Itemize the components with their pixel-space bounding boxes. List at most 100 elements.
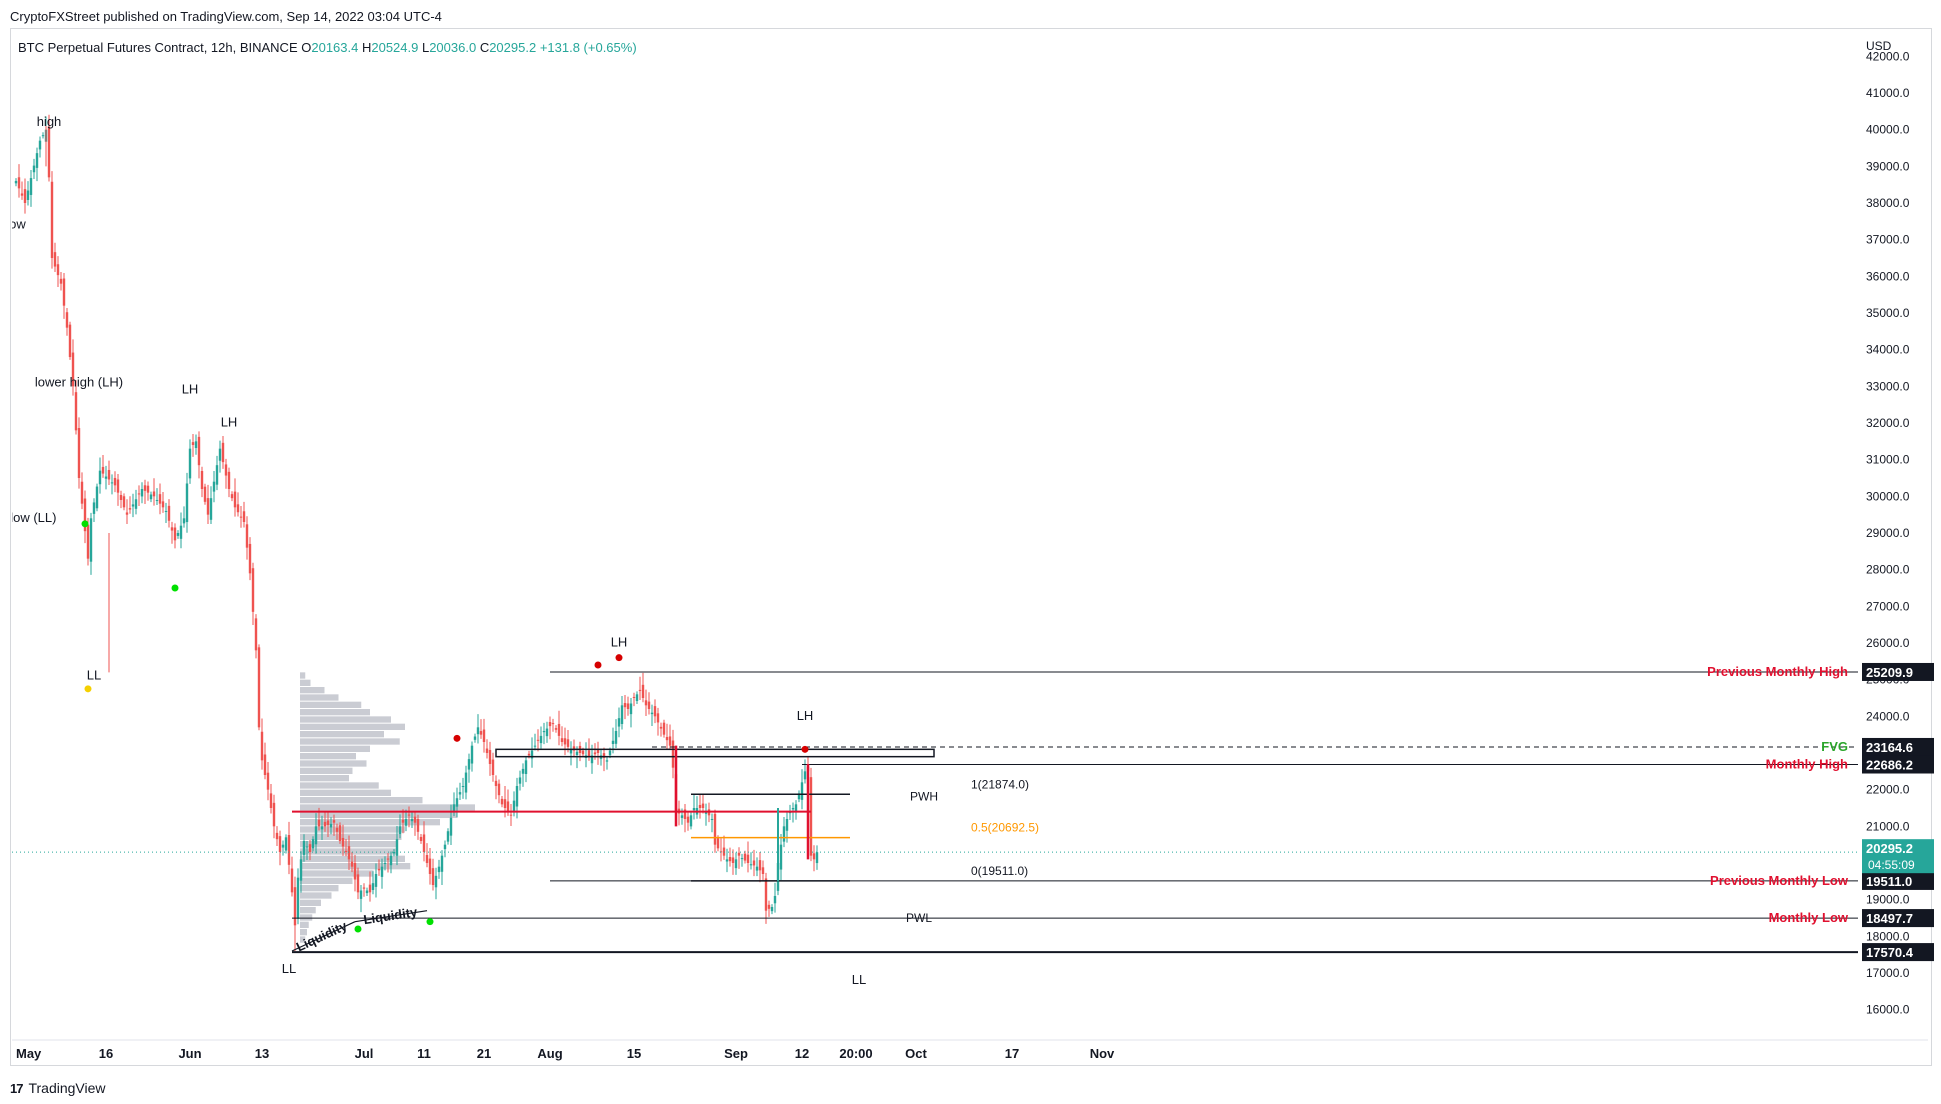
candle-body bbox=[734, 859, 738, 869]
candle-body bbox=[515, 786, 519, 807]
candle-body bbox=[518, 777, 522, 784]
footer-brand[interactable]: TradingView bbox=[28, 1080, 106, 1096]
candle-body bbox=[29, 178, 33, 195]
structure-label: LL bbox=[87, 668, 101, 683]
liquidity-trendline bbox=[291, 921, 356, 952]
monthly-high-label: Monthly High bbox=[1766, 757, 1848, 772]
candle-body bbox=[467, 759, 471, 770]
fib-label: 0.5(20692.5) bbox=[971, 821, 1039, 835]
candle-body bbox=[686, 816, 690, 823]
candle-body bbox=[173, 527, 177, 541]
volume-profile-bar bbox=[300, 687, 325, 694]
candle-body bbox=[662, 722, 666, 735]
previous-monthly-high-label: Previous Monthly High bbox=[1707, 664, 1848, 679]
candle-body bbox=[236, 504, 240, 513]
candle-body bbox=[722, 847, 726, 856]
candle-body bbox=[266, 772, 270, 790]
candle-body bbox=[251, 568, 255, 612]
candle-body bbox=[305, 846, 309, 848]
volume-profile-bar bbox=[300, 877, 353, 884]
candle-body bbox=[536, 739, 540, 741]
candle-body bbox=[590, 755, 594, 764]
candle-body bbox=[230, 494, 234, 499]
candle-body bbox=[233, 491, 237, 508]
candle-body bbox=[113, 477, 117, 486]
axis-currency: USD bbox=[1866, 39, 1892, 53]
candle-body bbox=[347, 846, 351, 860]
tradingview-logo-icon: 17 bbox=[10, 1080, 24, 1096]
signal-dot bbox=[81, 520, 89, 528]
candle-body bbox=[95, 486, 99, 509]
structure-label: high bbox=[37, 114, 62, 129]
monthly-low-price-tag bbox=[1862, 909, 1934, 928]
pwl-label: PWL bbox=[906, 911, 932, 925]
candle-body bbox=[410, 819, 414, 822]
candle-body bbox=[170, 527, 174, 531]
candle-body bbox=[698, 804, 702, 808]
candle-body bbox=[38, 140, 42, 150]
candle-body bbox=[671, 740, 675, 768]
candle-body bbox=[335, 827, 339, 832]
candle-body bbox=[581, 750, 585, 755]
candle-body bbox=[770, 907, 774, 912]
candle-body bbox=[635, 694, 639, 702]
candle-body bbox=[680, 815, 684, 818]
y-tick-label: 39000.0 bbox=[1866, 159, 1910, 173]
candle-body bbox=[155, 500, 159, 501]
signal-dot bbox=[594, 661, 602, 669]
volume-profile-bar bbox=[300, 804, 475, 811]
candle-body bbox=[527, 753, 531, 756]
candle-body bbox=[290, 868, 294, 893]
candle-body bbox=[653, 706, 657, 717]
volume-profile-bar bbox=[300, 892, 332, 899]
candle-body bbox=[803, 771, 807, 780]
candle-body bbox=[353, 862, 357, 880]
candle-body bbox=[338, 825, 342, 841]
candle-body bbox=[512, 800, 516, 811]
candle-body bbox=[167, 505, 171, 521]
candle-body bbox=[14, 181, 18, 184]
candle-body bbox=[656, 713, 660, 723]
x-tick-label: 13 bbox=[255, 1046, 269, 1061]
y-tick-label: 29000.0 bbox=[1866, 526, 1910, 540]
candle-body bbox=[371, 883, 375, 891]
candle-body bbox=[23, 189, 27, 203]
candle-body bbox=[434, 875, 438, 888]
candle-body bbox=[332, 820, 336, 823]
candle-body bbox=[71, 352, 75, 387]
candle-body bbox=[557, 723, 561, 736]
x-tick-label: Oct bbox=[905, 1046, 927, 1061]
candle-body bbox=[383, 863, 387, 864]
candle-body bbox=[506, 801, 510, 812]
candle-body bbox=[791, 808, 795, 810]
candle-body bbox=[143, 485, 147, 491]
candle-body bbox=[422, 834, 426, 852]
x-tick-label: Aug bbox=[537, 1046, 562, 1061]
previous-monthly-high-price-tag bbox=[1862, 662, 1934, 681]
candle-body bbox=[500, 798, 504, 805]
candle-body bbox=[323, 821, 327, 827]
candle-body bbox=[431, 868, 435, 885]
volume-profile-bar bbox=[300, 797, 423, 804]
candle-body bbox=[278, 836, 282, 852]
candle-body bbox=[809, 777, 813, 856]
x-tick-label: Sep bbox=[724, 1046, 748, 1061]
volume-profile-bar bbox=[300, 701, 362, 708]
volume-profile-bar bbox=[300, 870, 374, 877]
candle-body bbox=[344, 850, 348, 852]
candle-body bbox=[779, 844, 783, 870]
candle-body bbox=[110, 482, 114, 484]
candle-body bbox=[47, 126, 51, 178]
volume-profile-bar bbox=[300, 929, 307, 936]
candle-body bbox=[716, 838, 720, 849]
structure-label: LH bbox=[221, 415, 238, 430]
candle-body bbox=[407, 814, 411, 816]
candle-body bbox=[740, 858, 744, 860]
previous-monthly-low-price-tag-text: 19511.0 bbox=[1866, 874, 1912, 889]
candle-body bbox=[767, 904, 771, 909]
x-tick-label: May bbox=[16, 1046, 42, 1061]
candle-body bbox=[185, 483, 189, 523]
candle-body bbox=[812, 853, 816, 860]
candle-body bbox=[86, 524, 90, 559]
